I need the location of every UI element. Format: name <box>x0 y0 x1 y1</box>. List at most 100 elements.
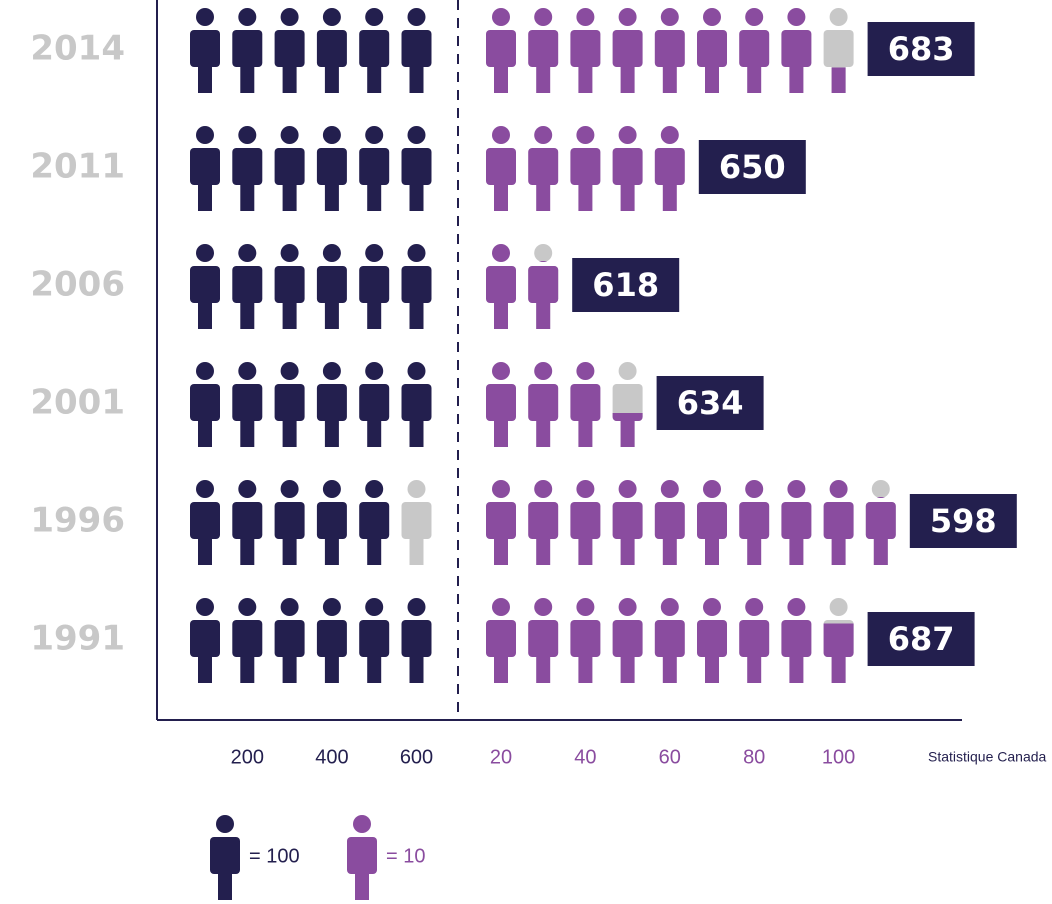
icon-legs <box>789 537 804 565</box>
icon-body <box>697 620 727 657</box>
icon <box>274 598 305 683</box>
icon <box>739 598 770 683</box>
icon-legs <box>409 65 424 93</box>
icon-body <box>781 30 812 67</box>
icon-head <box>660 8 679 26</box>
icon-head <box>829 480 848 498</box>
icon-legs <box>620 183 635 211</box>
icon-body <box>210 837 240 874</box>
icon-body <box>865 502 896 539</box>
icon-body <box>570 148 601 185</box>
icon-legs <box>536 419 551 447</box>
icon-head <box>322 126 341 144</box>
icon-legs <box>494 65 508 93</box>
icon <box>232 480 263 565</box>
icon <box>823 598 854 683</box>
icon-head <box>492 480 510 498</box>
icon-legs <box>282 183 297 211</box>
icon <box>316 126 347 211</box>
icon <box>612 480 643 565</box>
legend-label: = 100 <box>249 845 300 867</box>
icon <box>401 362 432 447</box>
x-tick-label: 600 <box>400 746 433 768</box>
x2-tick-label: 80 <box>743 746 765 768</box>
icon-head <box>365 244 384 262</box>
icon <box>612 8 643 93</box>
icon <box>190 362 220 447</box>
icon <box>316 8 347 93</box>
icon-legs <box>240 419 255 447</box>
icon <box>486 480 516 565</box>
icon-body <box>697 30 727 67</box>
icon-body <box>232 620 263 657</box>
icon <box>190 598 220 683</box>
icon <box>190 480 220 565</box>
icon-body <box>232 266 263 303</box>
icon-body <box>316 266 347 303</box>
icon <box>401 126 432 211</box>
icon <box>274 126 305 211</box>
icon-legs <box>282 65 297 93</box>
icon-head <box>534 480 553 498</box>
icon <box>528 244 559 329</box>
icon-body <box>232 30 263 67</box>
icon-body <box>823 502 854 539</box>
icon-legs <box>536 65 551 93</box>
icon-legs <box>240 301 255 329</box>
icon <box>274 244 305 329</box>
icon-body <box>232 148 263 185</box>
icon-legs <box>662 655 677 683</box>
icon <box>190 244 220 329</box>
icon <box>359 598 390 683</box>
icon-legs <box>198 65 212 93</box>
icon-head <box>618 362 637 380</box>
icon-legs <box>324 537 339 565</box>
icon-head <box>407 126 426 144</box>
icon-legs <box>536 183 551 211</box>
icon-head <box>322 480 341 498</box>
icon-head <box>365 480 384 498</box>
icon-head <box>829 598 848 616</box>
icon-legs <box>494 419 508 447</box>
icon-body <box>274 148 305 185</box>
icon <box>823 8 854 93</box>
icon-body <box>316 502 347 539</box>
icon-legs <box>198 183 212 211</box>
icon-head <box>196 244 214 262</box>
icon-head <box>365 126 384 144</box>
icon-legs <box>282 537 297 565</box>
icon <box>697 598 727 683</box>
icon-head <box>787 8 806 26</box>
icon-body <box>232 502 263 539</box>
icon-head <box>876 497 885 498</box>
icon-head <box>196 362 214 380</box>
icon-legs <box>240 183 255 211</box>
x2-tick-label: 20 <box>490 746 512 768</box>
icon-body <box>359 148 390 185</box>
icon-head <box>280 126 299 144</box>
icon <box>486 362 516 447</box>
icon <box>612 598 643 683</box>
icon-head <box>829 8 848 26</box>
icon-body <box>654 148 685 185</box>
icon-head <box>280 362 299 380</box>
icon-head <box>407 480 426 498</box>
icon-fill <box>865 497 896 565</box>
icon-body <box>612 148 643 185</box>
icon-legs <box>367 183 382 211</box>
icon-legs <box>367 655 382 683</box>
icon-legs <box>240 65 255 93</box>
year-label: 2014 <box>30 29 125 69</box>
icon-head <box>238 8 257 26</box>
icon <box>528 480 559 565</box>
icon-body <box>190 30 220 67</box>
icon-legs <box>578 183 593 211</box>
icon <box>781 598 812 683</box>
icon-legs <box>873 537 888 565</box>
icon <box>401 244 432 329</box>
icon-head <box>238 598 257 616</box>
icon-body <box>190 266 220 303</box>
icon-head <box>618 8 637 26</box>
icon-body <box>401 502 432 539</box>
